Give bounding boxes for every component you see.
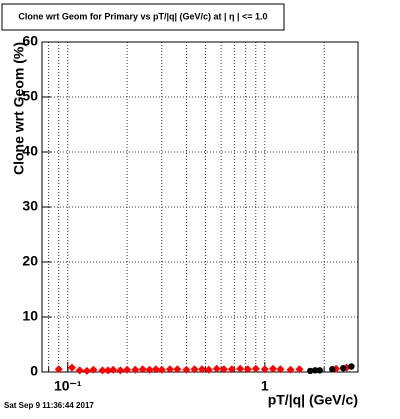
point (165, 365, 174, 374)
point (212, 364, 221, 373)
point (219, 365, 228, 374)
y-tick-label: 40 (22, 143, 38, 159)
x-tick-label: 1 (261, 378, 269, 394)
y-axis-label: Clone wrt Geom (%) (11, 42, 27, 175)
point (329, 366, 336, 373)
x-axis-label: pT/|q| (GeV/c) (268, 392, 358, 408)
point (54, 365, 63, 374)
point (103, 366, 112, 375)
point (145, 365, 154, 374)
title-box (1, 3, 285, 31)
point (236, 364, 245, 373)
y-tick-label: 50 (22, 88, 38, 104)
y-tick-label: 0 (30, 363, 38, 379)
point (123, 365, 132, 374)
point (89, 365, 98, 374)
point (75, 366, 84, 375)
y-tick-label: 10 (22, 308, 38, 324)
plot-frame (41, 41, 359, 373)
point (173, 365, 182, 374)
point (131, 365, 140, 374)
point (157, 365, 166, 374)
point (268, 364, 277, 373)
point (227, 365, 236, 374)
point (348, 363, 355, 370)
point (340, 364, 347, 372)
point (251, 364, 260, 373)
point (109, 365, 118, 374)
point (116, 366, 125, 375)
point (98, 366, 107, 375)
y-tick-label: 30 (22, 198, 38, 214)
point (276, 365, 285, 374)
point (151, 365, 160, 374)
point (311, 367, 319, 374)
y-tick-label: 60 (22, 33, 38, 49)
point (204, 365, 213, 374)
x-tick-label: 10⁻¹ (54, 378, 82, 394)
point (243, 365, 252, 374)
footer: Sat Sep 9 11:36:44 2017 (4, 401, 94, 410)
y-tick-label: 20 (22, 253, 38, 269)
point (295, 365, 304, 374)
point (182, 365, 191, 374)
chart-title: Clone wrt Geom for Primary vs pT/|q| (Ge… (18, 11, 267, 21)
point (198, 365, 207, 374)
point (286, 365, 295, 374)
point (138, 365, 147, 374)
point (260, 365, 269, 374)
point (190, 365, 199, 374)
point (307, 367, 314, 375)
point (82, 366, 91, 375)
point (316, 367, 323, 374)
point (67, 363, 76, 372)
